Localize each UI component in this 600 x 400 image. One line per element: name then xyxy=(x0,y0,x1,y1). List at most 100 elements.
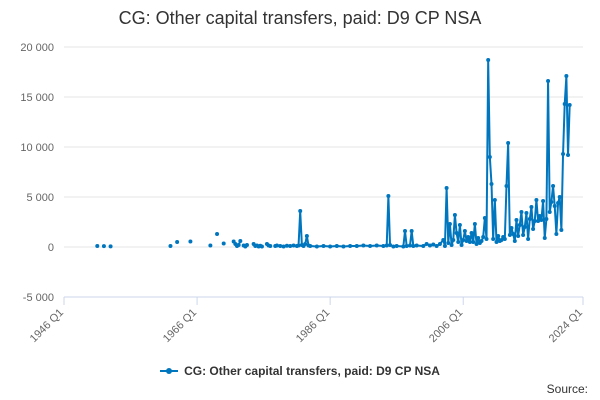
data-point[interactable] xyxy=(314,244,319,249)
data-point[interactable] xyxy=(374,243,379,248)
data-point[interactable] xyxy=(539,218,544,222)
data-point[interactable] xyxy=(484,237,489,241)
data-point[interactable] xyxy=(303,242,308,246)
data-point[interactable] xyxy=(537,214,542,218)
data-point[interactable] xyxy=(215,232,220,236)
data-point[interactable] xyxy=(507,233,512,237)
data-point[interactable] xyxy=(566,153,571,157)
data-point[interactable] xyxy=(486,58,491,62)
data-point[interactable] xyxy=(348,244,353,248)
data-point[interactable] xyxy=(304,234,309,238)
data-point[interactable] xyxy=(491,237,496,241)
data-point[interactable] xyxy=(391,244,396,249)
data-point[interactable] xyxy=(244,243,249,247)
data-point[interactable] xyxy=(544,217,549,221)
data-point[interactable] xyxy=(404,244,409,248)
data-point[interactable] xyxy=(361,243,366,248)
data-point[interactable] xyxy=(296,243,301,248)
data-point[interactable] xyxy=(452,213,457,217)
data-point[interactable] xyxy=(409,229,414,233)
data-point[interactable] xyxy=(238,239,243,243)
data-point[interactable] xyxy=(557,195,562,199)
data-point[interactable] xyxy=(516,234,521,238)
data-point[interactable] xyxy=(291,243,296,248)
data-point[interactable] xyxy=(562,102,567,106)
data-point[interactable] xyxy=(509,226,514,230)
data-point[interactable] xyxy=(328,244,333,249)
data-point[interactable] xyxy=(532,219,537,223)
data-point[interactable] xyxy=(552,204,557,208)
data-point[interactable] xyxy=(368,244,373,248)
data-point[interactable] xyxy=(431,242,436,247)
data-point[interactable] xyxy=(308,244,313,248)
data-point[interactable] xyxy=(421,244,426,248)
data-point[interactable] xyxy=(108,244,113,249)
data-point[interactable] xyxy=(467,240,472,244)
data-point[interactable] xyxy=(401,244,406,249)
data-point[interactable] xyxy=(451,238,456,242)
data-point[interactable] xyxy=(442,244,447,248)
data-point[interactable] xyxy=(487,155,492,159)
data-point[interactable] xyxy=(188,239,193,244)
data-point[interactable] xyxy=(449,243,454,247)
data-point[interactable] xyxy=(492,198,497,202)
data-point[interactable] xyxy=(175,240,180,244)
data-point[interactable] xyxy=(529,205,534,209)
data-point[interactable] xyxy=(476,236,481,240)
data-point[interactable] xyxy=(549,200,554,204)
data-point[interactable] xyxy=(341,244,346,249)
data-point[interactable] xyxy=(471,240,476,244)
data-point[interactable] xyxy=(502,237,507,241)
data-point[interactable] xyxy=(101,244,106,249)
data-point[interactable] xyxy=(542,236,547,240)
data-point[interactable] xyxy=(447,222,452,226)
data-point[interactable] xyxy=(278,244,283,248)
data-point[interactable] xyxy=(354,244,359,248)
data-point[interactable] xyxy=(474,242,479,246)
data-point[interactable] xyxy=(494,240,499,244)
data-point[interactable] xyxy=(559,228,564,232)
data-point[interactable] xyxy=(381,244,386,248)
data-point[interactable] xyxy=(268,244,273,248)
data-point[interactable] xyxy=(388,243,393,247)
data-point[interactable] xyxy=(547,210,552,214)
data-point[interactable] xyxy=(384,243,389,248)
data-point[interactable] xyxy=(334,244,339,248)
data-point[interactable] xyxy=(482,216,487,220)
data-point[interactable] xyxy=(459,243,464,247)
data-point[interactable] xyxy=(511,232,516,236)
data-point[interactable] xyxy=(386,194,391,198)
data-point[interactable] xyxy=(403,229,408,233)
data-point[interactable] xyxy=(414,243,419,248)
data-point[interactable] xyxy=(394,244,399,248)
data-point[interactable] xyxy=(411,244,416,248)
data-point[interactable] xyxy=(456,240,461,244)
data-point[interactable] xyxy=(521,233,526,237)
data-point[interactable] xyxy=(512,239,517,243)
data-point[interactable] xyxy=(554,232,559,236)
data-point[interactable] xyxy=(564,74,569,78)
data-point[interactable] xyxy=(221,241,226,246)
data-point[interactable] xyxy=(437,242,442,246)
data-point[interactable] xyxy=(472,222,477,226)
data-point[interactable] xyxy=(541,199,546,203)
data-point[interactable] xyxy=(454,231,459,235)
data-point[interactable] xyxy=(288,244,293,248)
data-point[interactable] xyxy=(444,186,449,190)
data-point[interactable] xyxy=(522,225,527,229)
data-point[interactable] xyxy=(504,184,509,188)
data-point[interactable] xyxy=(298,209,303,213)
data-point[interactable] xyxy=(531,227,536,231)
data-point[interactable] xyxy=(441,238,446,242)
data-point[interactable] xyxy=(95,244,100,248)
data-point[interactable] xyxy=(236,243,241,247)
data-point[interactable] xyxy=(527,217,532,221)
data-point[interactable] xyxy=(424,242,429,246)
legend[interactable]: CG: Other capital transfers, paid: D9 CP… xyxy=(0,364,600,378)
data-point[interactable] xyxy=(434,244,439,248)
data-point[interactable] xyxy=(506,141,511,145)
data-point[interactable] xyxy=(481,235,486,239)
data-point[interactable] xyxy=(462,229,467,233)
data-point[interactable] xyxy=(466,235,471,239)
data-point[interactable] xyxy=(427,243,432,248)
